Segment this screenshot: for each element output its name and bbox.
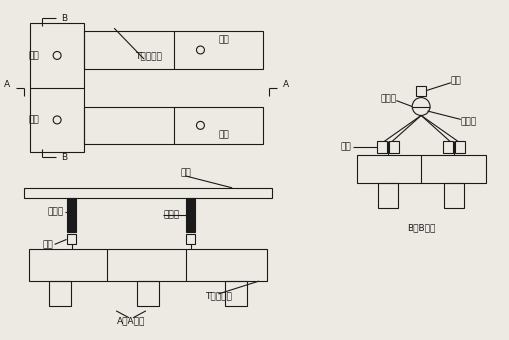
Text: 锁环: 锁环	[341, 143, 352, 152]
Text: 定滑轮: 定滑轮	[164, 210, 180, 220]
Bar	[84, 31, 263, 69]
Text: 钢丝绳: 钢丝绳	[47, 207, 64, 216]
Bar	[225, 281, 247, 306]
Bar	[137, 281, 159, 306]
Text: A－A断面: A－A断面	[117, 316, 145, 325]
Text: A: A	[283, 80, 289, 89]
Text: B－B断面: B－B断面	[407, 223, 435, 232]
Text: 吊点: 吊点	[218, 131, 229, 140]
Bar	[49, 281, 71, 306]
Text: 吊点: 吊点	[29, 51, 39, 60]
Text: 定滑轮: 定滑轮	[380, 94, 397, 103]
Bar	[186, 198, 195, 233]
Text: T形钢筋笼: T形钢筋笼	[205, 291, 232, 301]
Text: 吊点: 吊点	[29, 115, 39, 124]
Bar	[444, 183, 464, 208]
Bar	[24, 188, 272, 198]
Bar	[357, 155, 486, 183]
Bar	[389, 141, 399, 153]
Text: 吊点: 吊点	[218, 36, 229, 45]
Bar	[67, 235, 76, 244]
Text: 扁担: 扁担	[180, 169, 191, 177]
Bar	[379, 183, 399, 208]
Bar	[378, 141, 387, 153]
Bar	[186, 235, 195, 244]
Text: A: A	[4, 80, 10, 89]
Text: 锁环: 锁环	[43, 240, 53, 249]
Bar	[455, 141, 465, 153]
Text: T形钢筋笼: T形钢筋笼	[135, 51, 162, 61]
Bar	[29, 249, 267, 281]
Text: 钢丝绳: 钢丝绳	[461, 117, 477, 126]
Text: 扁担: 扁担	[451, 76, 462, 85]
Bar	[84, 106, 263, 144]
Bar	[443, 141, 453, 153]
Text: B: B	[62, 14, 68, 23]
Text: B: B	[62, 153, 68, 162]
Bar	[67, 198, 76, 233]
Bar	[30, 23, 84, 152]
Bar	[416, 86, 426, 96]
